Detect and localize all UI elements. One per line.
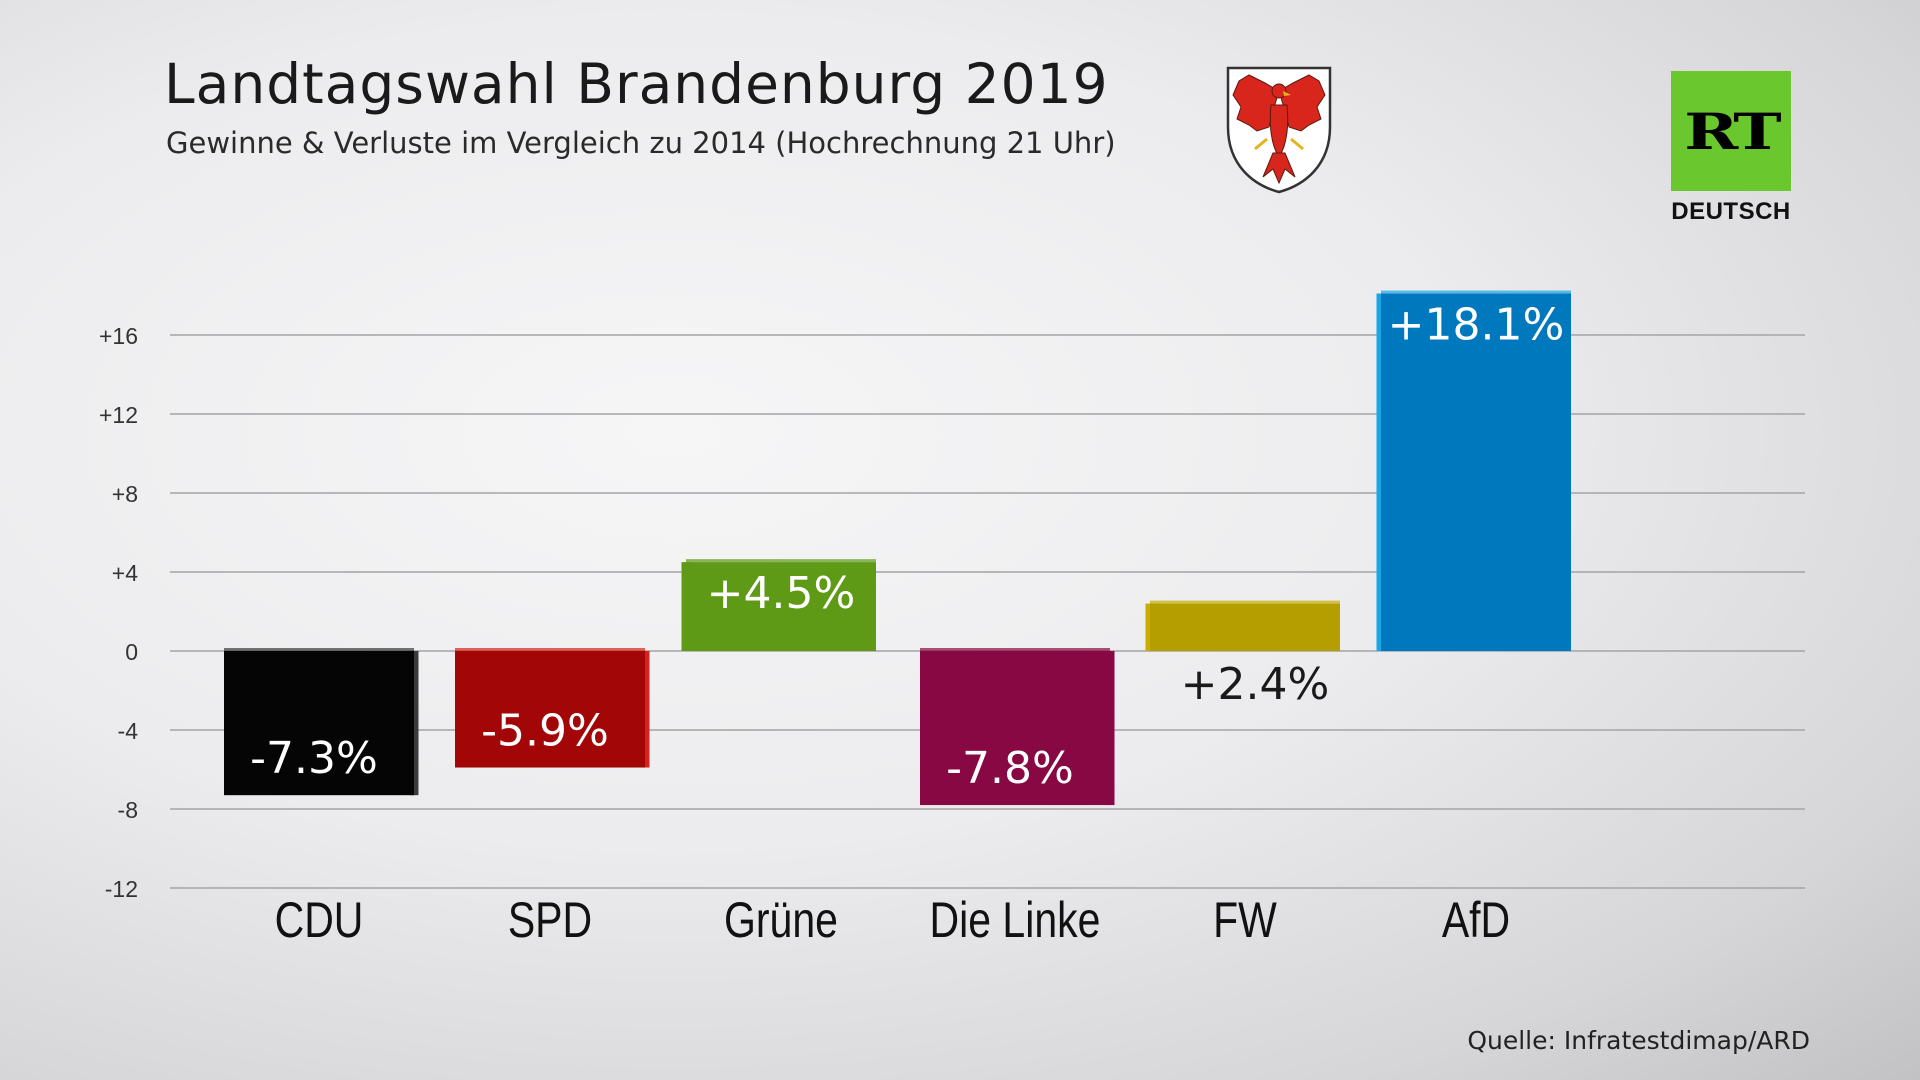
bar-value-label: -7.3% xyxy=(250,733,378,784)
chart-labels: +16 +12 +8 +4 0 -4 -8 -12 -7.3% CDU -5.9% SPD +4.5% G… xyxy=(99,300,1564,948)
chart-title: Landtagswahl Brandenburg 2019 xyxy=(164,52,1109,116)
bar-top-edge xyxy=(920,648,1110,651)
bar-value-label: -7.8% xyxy=(946,743,1074,794)
y-tick-label: +12 xyxy=(99,402,138,428)
rt-logo-subtext: DEUTSCH xyxy=(1671,198,1791,225)
y-tick-label: -8 xyxy=(118,797,138,823)
bar-grüne xyxy=(686,562,876,651)
rt-logo: RT xyxy=(1671,71,1791,191)
chart-bars xyxy=(224,290,1571,806)
bar-top-edge xyxy=(686,559,876,563)
brandenburg-coat-of-arms-icon xyxy=(1226,66,1332,194)
y-tick-label: -4 xyxy=(118,718,139,744)
category-label: Grüne xyxy=(724,892,838,948)
bar-top-edge xyxy=(1381,290,1571,294)
bar-spd xyxy=(455,651,645,768)
chart-subtitle: Gewinne & Verluste im Vergleich zu 2014 … xyxy=(166,126,1116,160)
category-label: SPD xyxy=(508,892,592,948)
source-note: Quelle: Infratestdimap/ARD xyxy=(1467,1026,1810,1055)
bar-cdu xyxy=(224,651,414,796)
y-tick-label: 0 xyxy=(125,639,138,665)
bar-value-label: +4.5% xyxy=(707,568,856,619)
category-label: CDU xyxy=(275,892,364,948)
bar-fw xyxy=(1150,603,1340,651)
bar-die-linke xyxy=(920,651,1110,806)
bar-top-edge xyxy=(1150,600,1340,604)
bar-value-label: +18.1% xyxy=(1388,300,1565,351)
bar-afd xyxy=(1381,293,1571,651)
rt-logo-mark: RT xyxy=(1684,101,1781,161)
y-tick-label: +16 xyxy=(99,323,138,349)
y-tick-label: +4 xyxy=(112,560,138,586)
category-label: AfD xyxy=(1442,892,1510,948)
y-tick-label: -12 xyxy=(105,876,138,902)
bar-value-label: +2.4% xyxy=(1181,659,1330,710)
category-label: Die Linke xyxy=(930,892,1101,948)
y-tick-label: +8 xyxy=(112,481,138,507)
bar-top-edge xyxy=(224,648,414,651)
bar-value-label: -5.9% xyxy=(481,706,609,757)
bar-top-edge xyxy=(455,648,645,651)
category-label: FW xyxy=(1213,892,1277,948)
